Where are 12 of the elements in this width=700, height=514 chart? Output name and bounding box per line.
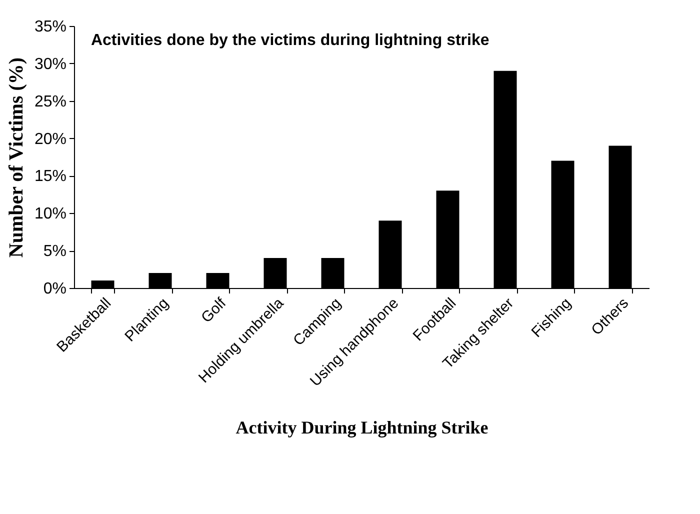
y-tick-label: 30%: [34, 56, 66, 73]
y-tick-label: 25%: [34, 93, 66, 110]
x-tick-label: Golf: [198, 294, 230, 326]
y-tick-label: 10%: [34, 206, 66, 223]
x-axis-title: Activity During Lightning Strike: [236, 417, 488, 438]
y-tick-label: 15%: [34, 168, 66, 186]
y-tick-label: 0%: [43, 280, 66, 298]
chart-title: Activities done by the victims during lightning strike: [90, 32, 490, 49]
y-axis-title: Number of Victims (%): [5, 57, 28, 258]
y-tick-label: 5%: [43, 243, 66, 260]
y-tick-label: 35%: [34, 18, 66, 36]
y-tick-label: 20%: [34, 130, 66, 148]
